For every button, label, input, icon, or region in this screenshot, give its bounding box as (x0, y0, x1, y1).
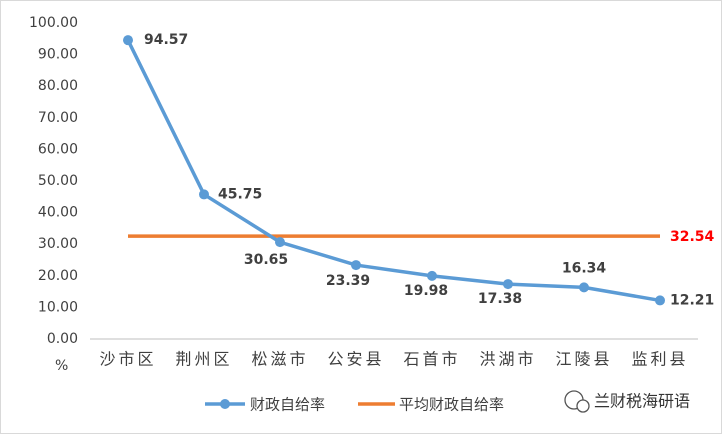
y-tick-label: 100.00 (29, 15, 78, 31)
data-point (427, 270, 437, 281)
data-point (503, 279, 513, 290)
watermark-icon (576, 399, 590, 413)
data-point (655, 295, 665, 306)
legend-swatch (220, 399, 230, 409)
x-tick-label: 石首市 (403, 350, 460, 369)
data-point (123, 35, 133, 46)
y-tick-label: 50.00 (38, 173, 78, 189)
legend-label: 财政自给率 (250, 396, 325, 414)
y-tick-label: 30.00 (38, 236, 78, 252)
x-tick-label: 松滋市 (251, 350, 308, 369)
data-label: 32.54 (670, 229, 715, 245)
y-unit: % (55, 358, 68, 374)
x-tick-label: 江陵县 (555, 350, 612, 369)
x-tick-label: 洪湖市 (479, 350, 536, 369)
data-label: 30.65 (244, 252, 288, 268)
y-tick-label: 60.00 (38, 141, 78, 157)
y-tick-label: 20.00 (38, 268, 78, 284)
data-point (275, 237, 285, 248)
data-point (579, 282, 589, 293)
y-tick-label: 40.00 (38, 205, 78, 221)
data-label: 17.38 (478, 291, 522, 307)
data-label: 19.98 (404, 283, 448, 299)
y-tick-label: 90.00 (38, 47, 78, 63)
watermark: 兰财税海研语 (564, 390, 690, 413)
x-tick-label: 荆州区 (175, 350, 232, 369)
x-tick-label: 监利县 (631, 350, 688, 369)
series-line (126, 39, 661, 303)
y-tick-label: 80.00 (38, 78, 78, 94)
data-label: 45.75 (218, 186, 262, 202)
x-tick-label: 公安县 (327, 350, 384, 369)
data-label: 12.21 (670, 292, 714, 308)
watermark-text: 兰财税海研语 (594, 392, 690, 411)
legend-label: 平均财政自给率 (399, 396, 504, 414)
x-tick-label: 沙市区 (99, 350, 156, 369)
data-point (199, 189, 209, 200)
y-tick-label: 10.00 (38, 299, 78, 315)
data-label: 23.39 (326, 273, 370, 289)
data-label: 16.34 (562, 260, 607, 276)
y-tick-label: 70.00 (38, 110, 78, 126)
data-label: 94.57 (144, 32, 188, 48)
y-tick-label: 0.00 (47, 331, 78, 347)
data-point (351, 260, 361, 271)
